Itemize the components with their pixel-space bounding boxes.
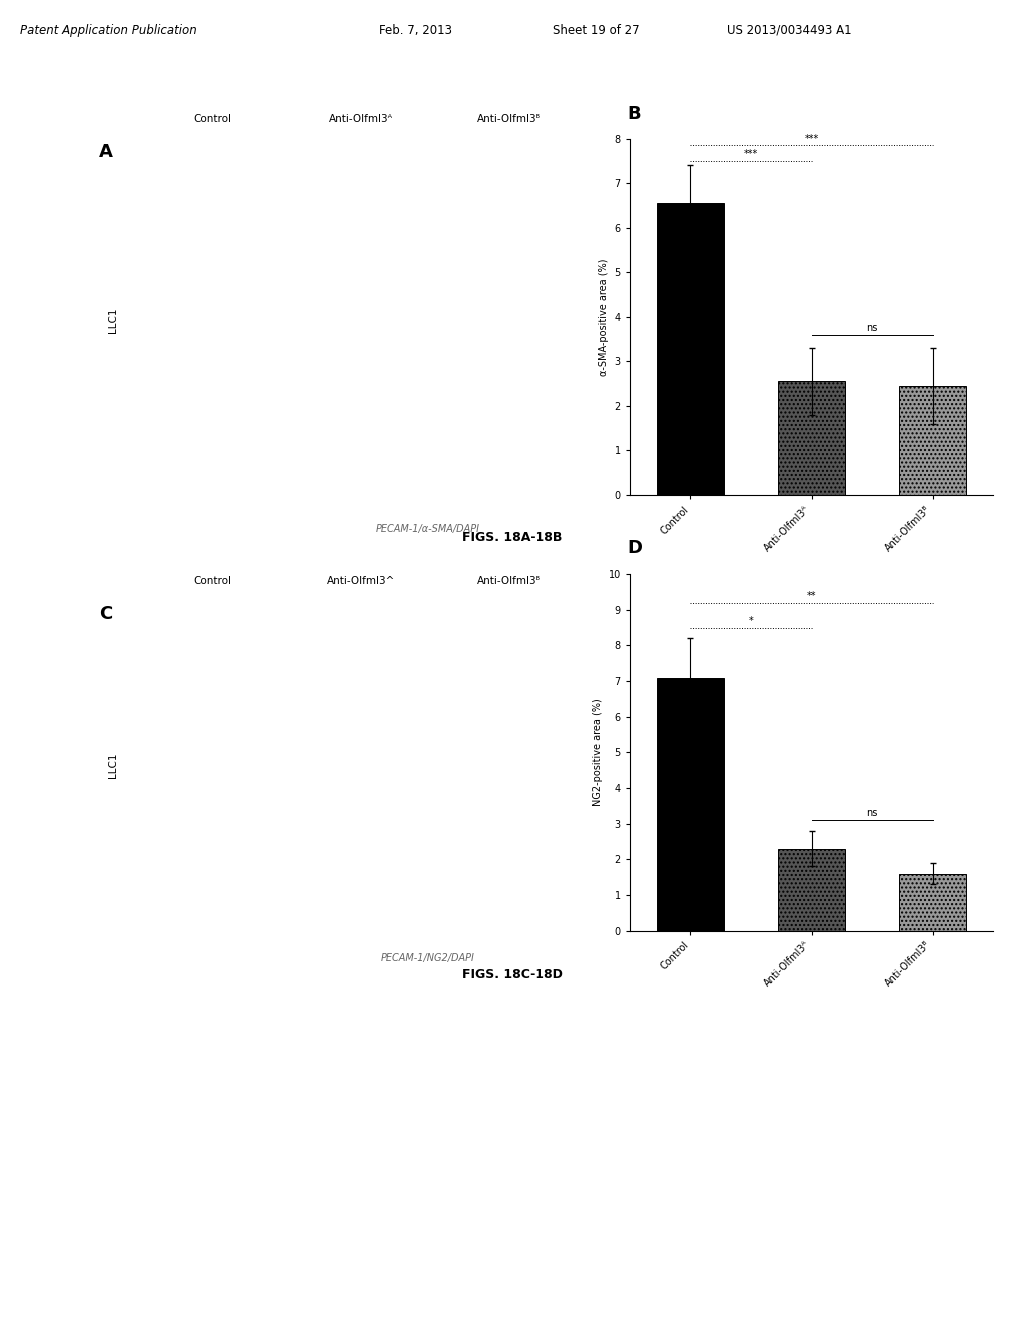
Bar [496,795,552,867]
Y-axis label: NG2-positive area (%): NG2-positive area (%) [593,698,603,807]
Text: LLC1: LLC1 [108,308,118,333]
Text: A: A [98,143,113,161]
Text: PECAM-1/NG2/DAPI: PECAM-1/NG2/DAPI [381,953,475,962]
Text: C: C [99,605,113,623]
Text: *: * [749,616,754,626]
Text: Control: Control [194,576,231,586]
Text: Patent Application Publication: Patent Application Publication [20,24,198,37]
Text: FIGS. 18A-18B: FIGS. 18A-18B [462,531,562,544]
Text: Anti-Olfml3ᴮ: Anti-Olfml3ᴮ [477,576,542,586]
Text: LLC1: LLC1 [108,752,118,779]
Bar [899,385,966,495]
Text: Feb. 7, 2013: Feb. 7, 2013 [379,24,452,37]
Bar [183,825,236,904]
Text: ***: *** [805,133,818,144]
Text: PECAM-1/α-SMA/DAPI: PECAM-1/α-SMA/DAPI [376,524,480,533]
Text: **: ** [807,591,816,601]
Text: Anti-Olfml3^: Anti-Olfml3^ [327,576,395,586]
Text: ***: *** [743,149,758,160]
Bar [301,399,358,490]
Text: D: D [628,539,642,557]
Text: ns: ns [866,323,878,333]
Bar [503,354,565,438]
Bar [778,849,845,931]
Text: US 2013/0034493 A1: US 2013/0034493 A1 [727,24,852,37]
Text: B: B [628,104,641,123]
Text: Control: Control [194,114,231,124]
Text: FIGS. 18C-18D: FIGS. 18C-18D [462,968,562,981]
Text: Anti-Olfml3ᴮ: Anti-Olfml3ᴮ [477,114,542,124]
Text: Anti-Olfml3ᴬ: Anti-Olfml3ᴬ [329,114,393,124]
Text: ns: ns [866,808,878,818]
Bar [152,404,204,483]
Bar [311,830,377,903]
Bar [657,203,724,495]
Text: Sheet 19 of 27: Sheet 19 of 27 [553,24,640,37]
Bar [899,874,966,931]
Y-axis label: α-SMA-positive area (%): α-SMA-positive area (%) [599,257,609,376]
Bar [657,677,724,931]
Bar [778,381,845,495]
